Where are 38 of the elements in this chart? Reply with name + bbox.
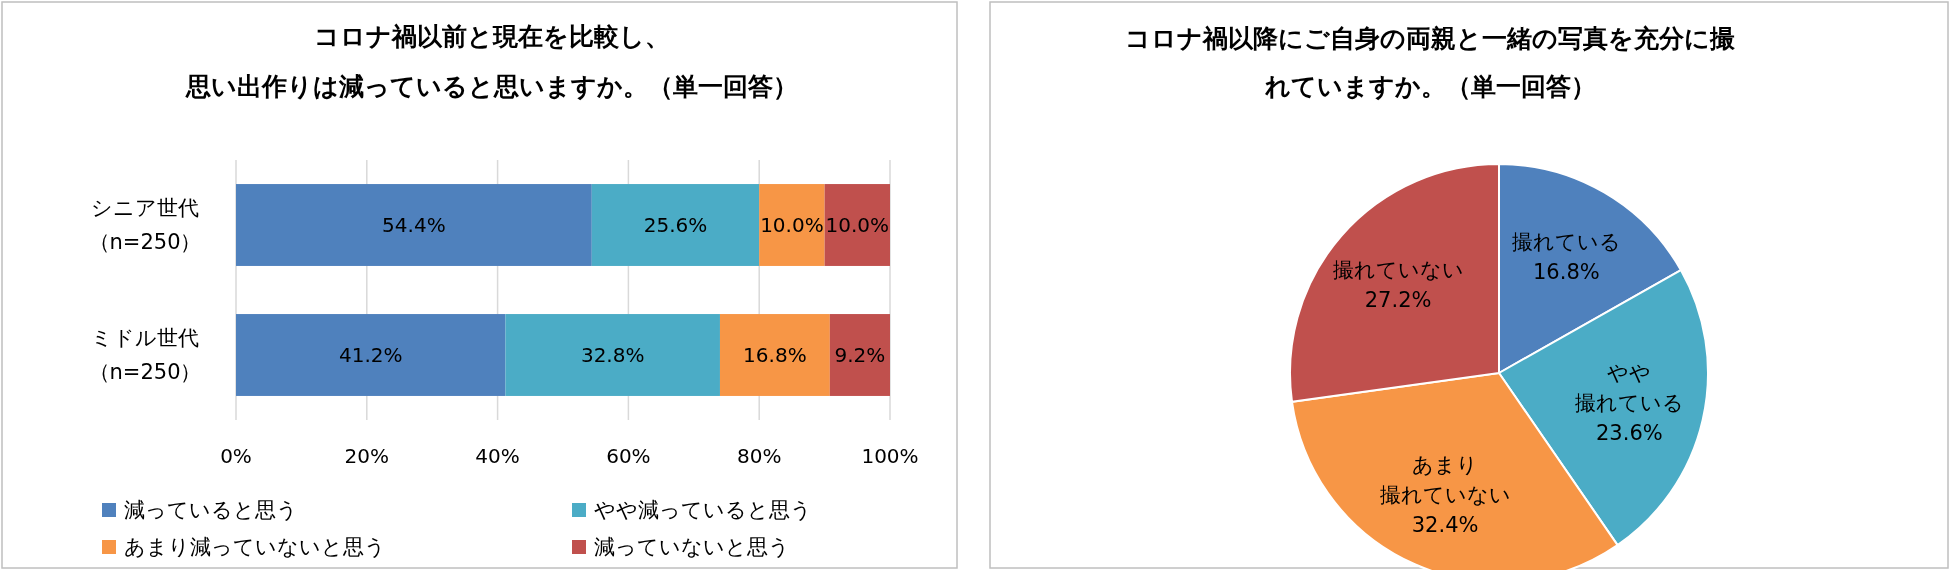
data-label: 32.8%: [580, 343, 645, 367]
data-label: 16.8%: [743, 343, 807, 367]
bar: [719, 314, 830, 396]
x-tick-label: 60%: [606, 444, 651, 468]
legend-label: 減っていると思う: [124, 498, 298, 522]
data-label: 32.4%: [1411, 513, 1479, 538]
slice-label: 撮れている: [1511, 229, 1621, 257]
data-label: 16.8%: [1533, 260, 1600, 285]
data-label: 9.2%: [834, 343, 886, 367]
bar: [824, 184, 890, 266]
legend-label: やや減っていると思う: [594, 498, 812, 522]
slice-label: あまり撮れていない: [1379, 452, 1511, 510]
bar: [591, 184, 760, 266]
data-label: 10.0%: [760, 213, 824, 237]
bar: [236, 184, 592, 266]
slice-label: やや撮れている: [1574, 360, 1684, 417]
y-tick-label: ミドル世代（n=250）: [88, 325, 202, 386]
bar: [505, 314, 720, 396]
x-tick-label: 40%: [475, 444, 520, 468]
data-label: 27.2%: [1364, 288, 1432, 313]
legend-label: 減っていないと思う: [594, 535, 790, 559]
x-tick-label: 100%: [861, 444, 919, 468]
data-label: 25.6%: [643, 213, 708, 237]
legend-label: あまり減っていないと思う: [124, 535, 386, 559]
x-tick-label: 0%: [220, 444, 252, 468]
x-tick-label: 80%: [736, 444, 782, 468]
x-tick-label: 20%: [344, 444, 390, 468]
data-label: 10.0%: [825, 213, 890, 237]
bar: [759, 184, 825, 266]
data-label: 54.4%: [382, 213, 446, 237]
chart-title: コロナ禍以降にご自身の両親と一緒の写真を充分に撮れていますか。（単一回答）: [1125, 23, 1735, 103]
y-tick-label: シニア世代（n=250）: [88, 195, 202, 256]
data-label: 41.2%: [338, 343, 403, 367]
bar: [829, 314, 890, 396]
chart-title: コロナ禍以前と現在を比較し、思い出作りは減っていると思いますか。（単一回答）: [186, 21, 798, 103]
data-label: 23.6%: [1595, 421, 1663, 445]
slice-label: 撮れていない: [1332, 257, 1464, 285]
bar: [236, 314, 506, 396]
